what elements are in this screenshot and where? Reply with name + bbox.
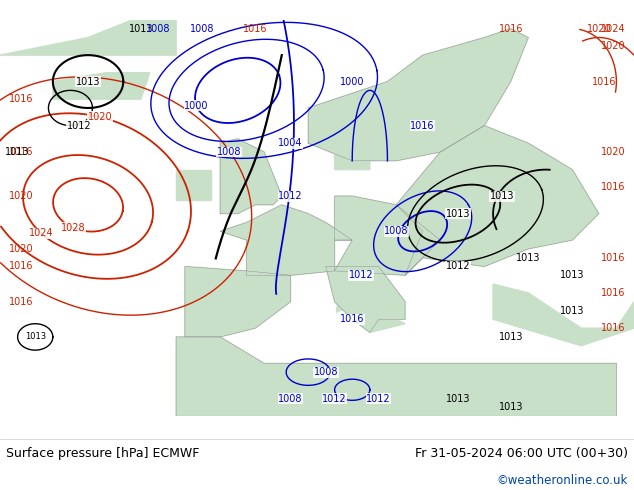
Text: 1016: 1016 <box>600 253 625 263</box>
Polygon shape <box>176 170 211 200</box>
Text: 1013: 1013 <box>516 253 541 263</box>
Polygon shape <box>341 271 348 293</box>
Text: 1004: 1004 <box>278 138 303 148</box>
Text: 1000: 1000 <box>340 76 365 87</box>
Text: Surface pressure [hPa] ECMWF: Surface pressure [hPa] ECMWF <box>6 447 200 460</box>
Text: 1013: 1013 <box>446 393 470 404</box>
Text: 1013: 1013 <box>446 209 470 219</box>
Text: 1016: 1016 <box>410 121 435 131</box>
Text: 1016: 1016 <box>9 147 34 157</box>
Polygon shape <box>396 125 598 275</box>
Text: 1013: 1013 <box>76 76 100 87</box>
Text: 1020: 1020 <box>9 244 34 254</box>
Text: 1016: 1016 <box>9 297 34 307</box>
Polygon shape <box>0 20 176 55</box>
Text: ©weatheronline.co.uk: ©weatheronline.co.uk <box>496 474 628 487</box>
Text: 1020: 1020 <box>600 147 625 157</box>
Text: 1020: 1020 <box>600 41 625 51</box>
Text: 1012: 1012 <box>349 270 373 280</box>
Text: 1012: 1012 <box>322 393 347 404</box>
Polygon shape <box>335 143 370 170</box>
Text: 1013: 1013 <box>129 24 153 34</box>
Polygon shape <box>185 267 290 337</box>
Text: 1013: 1013 <box>498 402 523 413</box>
Text: 1008: 1008 <box>314 367 338 377</box>
Text: 1008: 1008 <box>217 147 241 157</box>
Polygon shape <box>220 205 353 275</box>
Text: 1008: 1008 <box>278 393 303 404</box>
Polygon shape <box>176 337 616 416</box>
Text: 1008: 1008 <box>146 24 171 34</box>
Text: 1020: 1020 <box>87 112 112 122</box>
Text: 1012: 1012 <box>278 191 303 201</box>
Text: 1024: 1024 <box>600 24 625 34</box>
Text: 1016: 1016 <box>9 94 34 104</box>
Text: 1020: 1020 <box>586 24 611 34</box>
Text: 1013: 1013 <box>560 270 585 280</box>
Polygon shape <box>53 73 150 99</box>
Text: 1013: 1013 <box>25 332 46 342</box>
Text: 1024: 1024 <box>29 228 53 238</box>
Text: 1013: 1013 <box>498 332 523 342</box>
Text: 1016: 1016 <box>592 76 616 87</box>
Polygon shape <box>220 139 281 214</box>
Text: 1016: 1016 <box>600 323 625 333</box>
Polygon shape <box>326 267 405 333</box>
Polygon shape <box>493 284 634 346</box>
Text: 1016: 1016 <box>600 288 625 298</box>
Text: 1008: 1008 <box>384 226 408 236</box>
Text: 1013: 1013 <box>5 147 30 157</box>
Text: 1016: 1016 <box>600 182 625 192</box>
Text: Fr 31-05-2024 06:00 UTC (00+30): Fr 31-05-2024 06:00 UTC (00+30) <box>415 447 628 460</box>
Polygon shape <box>335 196 440 275</box>
Polygon shape <box>337 293 351 312</box>
Text: 1012: 1012 <box>67 121 91 131</box>
Text: 1016: 1016 <box>9 262 34 271</box>
Text: 1016: 1016 <box>243 24 268 34</box>
Text: 1028: 1028 <box>61 223 86 233</box>
Text: 1020: 1020 <box>9 191 34 201</box>
Text: 1013: 1013 <box>560 305 585 316</box>
Text: 1016: 1016 <box>340 314 365 324</box>
Text: 1012: 1012 <box>446 262 470 271</box>
Text: 1012: 1012 <box>366 393 391 404</box>
Polygon shape <box>370 319 405 333</box>
Text: 1000: 1000 <box>184 101 209 111</box>
Text: 1013: 1013 <box>489 191 514 201</box>
Text: 1016: 1016 <box>498 24 523 34</box>
Polygon shape <box>308 29 528 161</box>
Text: 1008: 1008 <box>190 24 215 34</box>
